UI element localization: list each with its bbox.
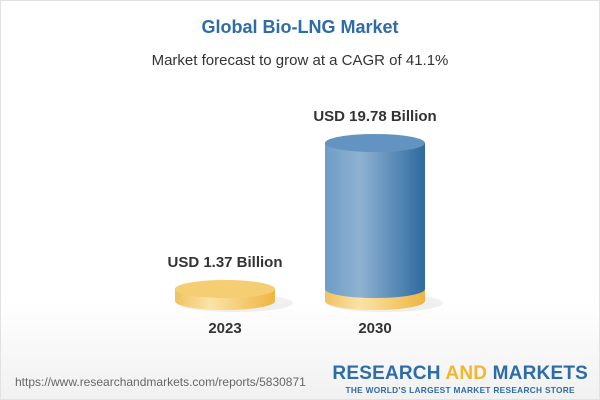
data-label: USD 1.37 Billion (167, 254, 282, 271)
chart-subtitle: Market forecast to grow at a CAGR of 41.… (151, 52, 449, 69)
x-tick-label: 2030 (358, 320, 391, 337)
data-label: USD 19.78 Billion (313, 108, 436, 125)
chart-title: Global Bio-LNG Market (201, 17, 399, 37)
bar-2030 (325, 143, 425, 298)
source-url[interactable]: https://www.researchandmarkets.com/repor… (15, 375, 306, 389)
bar-2023 (175, 280, 275, 298)
bar-top (325, 134, 425, 152)
x-tick-label: 2023 (208, 320, 241, 337)
research-and-markets-logo: RESEARCH AND MARKETS THE WORLD'S LARGEST… (332, 363, 588, 396)
